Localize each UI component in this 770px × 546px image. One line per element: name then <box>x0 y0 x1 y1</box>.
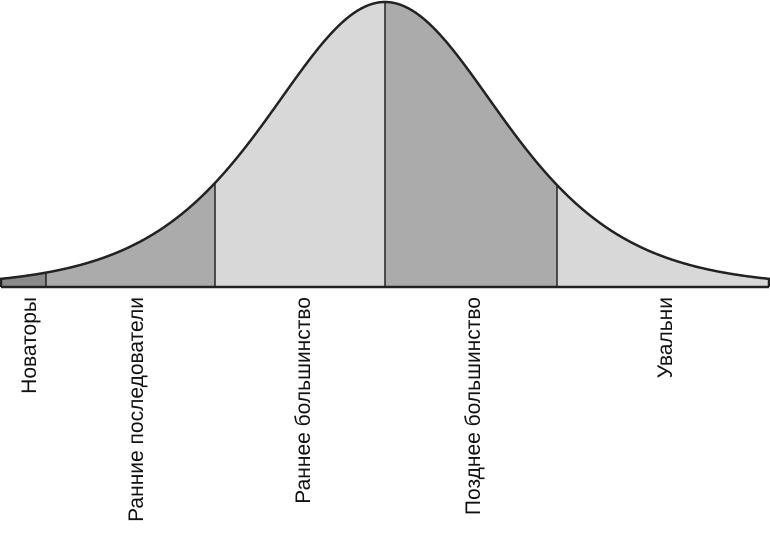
curve-segment <box>1 272 46 287</box>
segment-label: Увальни <box>654 297 677 378</box>
curve-segment <box>385 2 557 287</box>
segment-dividers <box>0 2 770 287</box>
curve-segments <box>1 2 769 287</box>
segment-label: Новаторы <box>18 297 41 394</box>
segment-label: Позднее большинство <box>462 297 485 515</box>
curve-segment <box>46 182 215 287</box>
curve-segment <box>557 185 769 287</box>
curve-segment <box>215 2 385 287</box>
segment-label: Раннее большинство <box>292 297 315 504</box>
segment-label: Ранние последователи <box>125 297 148 522</box>
